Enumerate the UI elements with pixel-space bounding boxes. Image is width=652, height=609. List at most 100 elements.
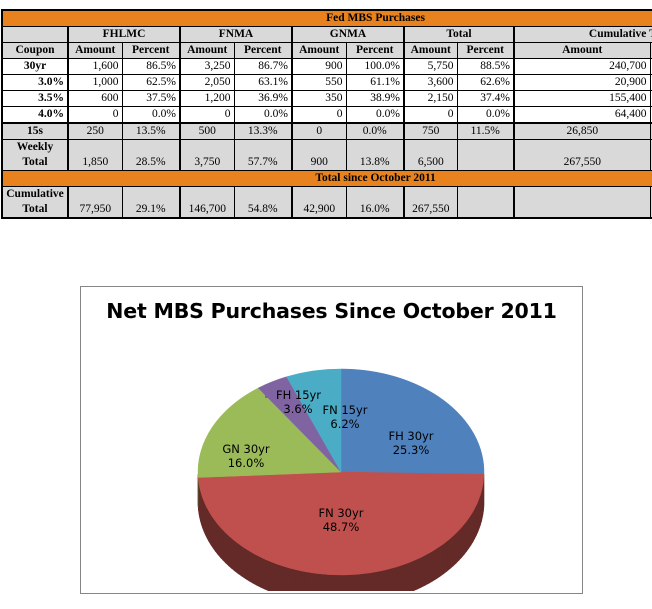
cell-3-0-cumulative-amount: 20,900 [513,74,651,91]
group-header-fnma: FNMA [179,26,293,43]
group-header-total: Total [403,26,515,43]
cell-cumulative-gnma-percent: 16.0% [345,202,405,219]
cell-cumulative-fhlmc-percent: 29.1% [121,202,181,219]
cell-cumulative-total-percent [456,202,515,219]
cell-cumulative-total-amount: 267,550 [403,202,458,219]
cell-weekly-total-amount: 6,500 [403,155,458,171]
cell-3-0-fnma-percent: 63.1% [233,74,293,91]
cell-weekly-fnma-percent: 57.7% [233,155,293,171]
cell-3-5-gnma-amount: 350 [291,90,347,107]
column-header-fhlmc-percent: Percent [121,42,181,59]
cell-15s-fnma-percent: 13.3% [233,122,293,140]
cell-15s-gnma-amount: 0 [291,122,347,140]
cell-15s-fhlmc-amount: 250 [67,122,123,140]
cell-cumulative-gnma-percent-top [345,186,405,202]
cell-30yr-total-amount: 5,750 [403,58,458,75]
cell-cumulative-cumulative-percent-top [649,186,652,202]
cell-3-0-fhlmc-percent: 62.5% [121,74,181,91]
cell-cumulative-fnma-amount: 146,700 [179,202,235,219]
cell-3-0-total-percent: 62.6% [456,74,515,91]
cell-cumulative-fhlmc-amount-top [67,186,123,202]
cell-3-5-total-percent: 37.4% [456,90,515,107]
cell-weekly-fhlmc-percent: 28.5% [121,155,181,171]
cell-cumulative-fnma-amount-top [179,186,235,202]
banner-total-since-october-2011: Total since October 2011 [0,170,652,187]
cell-4-0-total-amount: 0 [403,106,458,124]
table-row: 3.0% 1,000 62.5% 2,050 63.1% 550 61.1% 3… [1,74,652,91]
pie-chart-svg [197,368,485,591]
row-label-30yr: 30yr [1,58,69,75]
cell-15s-fhlmc-percent: 13.5% [121,122,181,140]
cell-weekly-fhlmc-amount: 1,850 [67,155,123,171]
cell-weekly-fnma-percent-top [233,139,293,155]
cell-4-0-total-percent: 0.0% [456,106,515,124]
cell-cumulative-total-amount-top [403,186,458,202]
cell-3-0-fnma-amount: 2,050 [179,74,235,91]
column-header-gnma-amount: Amount [291,42,347,59]
row-label-cumulative-total-line1: Cumulative [1,186,69,202]
cell-30yr-fnma-amount: 3,250 [179,58,235,75]
row-label-15s: 15s [1,122,69,140]
net-mbs-purchases-chart[interactable]: Net MBS Purchases Since October 2011 FH … [80,286,583,594]
cell-30yr-fhlmc-amount: 1,600 [67,58,123,75]
cell-4-0-gnma-percent: 0.0% [345,106,405,124]
cell-3-5-fnma-percent: 36.9% [233,90,293,107]
cell-weekly-gnma-percent: 13.8% [345,155,405,171]
group-header-fhlmc: FHLMC [67,26,181,43]
pie-label-fh-30yr-name: FH 30yr [388,429,434,443]
pie-label-fn-30yr-name: FN 30yr [318,506,364,520]
group-header-gnma: GNMA [291,26,405,43]
row-label-3-5: 3.5% [1,90,69,107]
cell-30yr-gnma-percent: 100.0% [345,58,405,75]
pie-label-fn-15yr-value: 6.2% [330,417,360,431]
row-label-3-0: 3.0% [1,74,69,91]
column-header-fhlmc-amount: Amount [67,42,123,59]
pie-label-fh-30yr-value: 25.3% [392,443,430,457]
table-row-cumulative-total: Total 77,950 29.1% 146,700 54.8% 42,900 … [1,202,652,219]
cell-cumulative-gnma-amount: 42,900 [291,202,347,219]
table-group-header-row: FHLMC FNMA GNMA Total Cumulative Total [1,26,652,43]
banner-fed-mbs-purchases: Fed MBS Purchases [0,9,652,27]
cell-30yr-fnma-percent: 86.7% [233,58,293,75]
cell-3-5-cumulative-percent: 58.1% [649,90,652,107]
table-banner-row: Fed MBS Purchases [0,9,652,27]
cell-cumulative-gnma-amount-top [291,186,347,202]
cell-weekly-total-percent [456,155,515,171]
pie-label-fh-15yr: FH 15yr 3.6% [233,388,353,416]
cell-weekly-fhlmc-percent-top [121,139,181,155]
cell-15s-fnma-amount: 500 [179,122,235,140]
column-header-fnma-percent: Percent [233,42,293,59]
row-label-weekly-total-line1: Weekly [1,139,69,155]
pie-label-fn-15yr: FN 15yr 6.2% [305,403,385,431]
cell-cumulative-cumulative-amount-top [513,186,651,202]
column-header-gnma-percent: Percent [345,42,405,59]
cell-3-5-fnma-amount: 1,200 [179,90,235,107]
cell-cumulative-cumulative-amount [513,202,651,219]
cell-4-0-fhlmc-percent: 0.0% [121,106,181,124]
pie-label-fn-30yr: FN 30yr 48.7% [296,506,386,534]
cell-weekly-gnma-amount: 900 [291,155,347,171]
cell-3-5-gnma-percent: 38.9% [345,90,405,107]
pie-label-fh-15yr-value: 3.6% [283,402,313,416]
column-header-fnma-amount: Amount [179,42,235,59]
cell-weekly-gnma-percent-top [345,139,405,155]
row-label-4-0: 4.0% [1,106,69,124]
group-header-cumulative-total: Cumulative Total [512,26,652,43]
cell-cumulative-cumulative-percent [649,202,652,219]
cell-weekly-total-percent-top [456,139,515,155]
cell-30yr-fhlmc-percent: 86.5% [121,58,181,75]
cell-4-0-gnma-amount: 0 [291,106,347,124]
cell-15s-total-percent: 11.5% [456,122,515,140]
cell-4-0-fnma-percent: 0.0% [233,106,293,124]
column-header-total-percent: Percent [456,42,515,59]
pie-chart-stage: FH 15yr 3.6% FN 15yr 6.2% FH 30yr 25.3% … [81,333,584,591]
table-row: 30yr 1,600 86.5% 3,250 86.7% 900 100.0% … [1,58,652,75]
row-label-weekly-total-line2: Total [1,155,69,171]
group-header-blank [1,26,69,43]
cell-cumulative-fnma-percent-top [233,186,293,202]
chart-title: Net MBS Purchases Since October 2011 [106,299,557,323]
cell-4-0-fnma-amount: 0 [179,106,235,124]
cell-4-0-cumulative-amount: 64,400 [513,106,651,124]
cell-weekly-fnma-amount: 3,750 [179,155,235,171]
